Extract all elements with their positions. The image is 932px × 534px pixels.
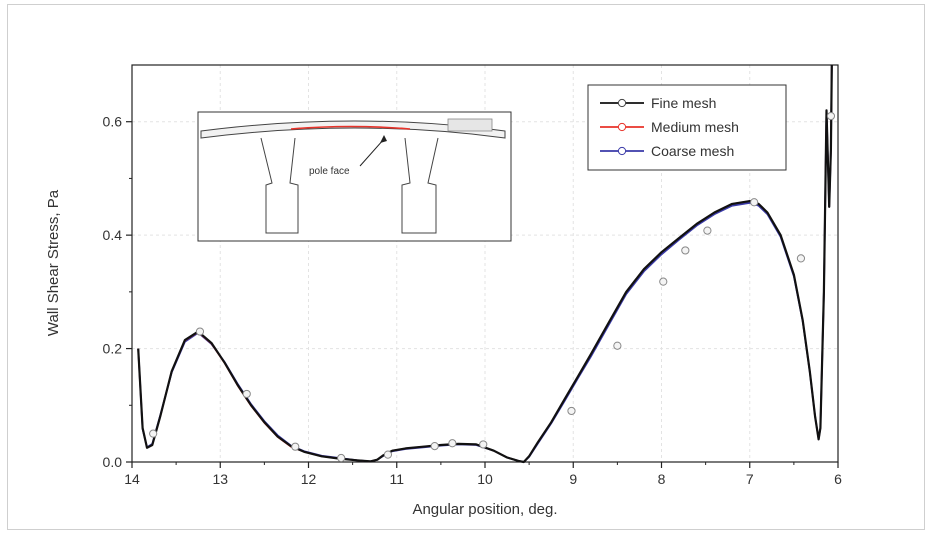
y-tick-label: 0.4 xyxy=(103,227,123,243)
data-marker xyxy=(613,341,622,350)
x-tick-labels: 14 13 12 11 10 9 8 7 6 xyxy=(124,471,842,487)
x-axis-title: Angular position, deg. xyxy=(412,501,557,518)
axis-ticks xyxy=(126,121,839,468)
data-marker xyxy=(479,440,488,449)
legend-label: Coarse mesh xyxy=(651,143,734,159)
y-tick-labels: 0.0 0.2 0.4 0.6 xyxy=(103,114,123,470)
data-marker xyxy=(337,453,346,463)
data-marker xyxy=(242,389,251,399)
figure-frame: 14 13 12 11 10 9 8 7 6 0.0 0.2 0.4 0.6 Angular posi… xyxy=(7,4,925,530)
series-line-fine-mesh xyxy=(137,64,833,464)
data-marker xyxy=(796,254,806,263)
legend-label: Fine mesh xyxy=(651,95,716,111)
inset-pointer-arrowhead xyxy=(380,135,387,143)
x-tick-label: 9 xyxy=(569,471,577,487)
y-tick-label: 0.2 xyxy=(103,341,123,357)
legend: Fine mesh Medium mesh Coarse mesh xyxy=(587,84,787,171)
inset-pole-face xyxy=(290,125,411,130)
series-lines xyxy=(137,64,833,464)
data-marker xyxy=(703,226,712,235)
inset-right-pole xyxy=(401,137,439,234)
x-tick-label: 6 xyxy=(834,471,842,487)
x-tick-label: 10 xyxy=(477,471,493,487)
series-markers xyxy=(149,111,836,463)
data-marker xyxy=(681,246,690,255)
wall-shear-stress-chart: 14 13 12 11 10 9 8 7 6 0.0 0.2 0.4 0.6 Angular posi… xyxy=(45,64,842,518)
y-tick-label: 0.6 xyxy=(103,114,123,130)
data-marker xyxy=(448,439,457,448)
x-tick-label: 11 xyxy=(389,471,404,487)
inset-schematic: pole face xyxy=(197,111,512,242)
y-tick-label: 0.0 xyxy=(103,454,123,470)
legend-swatch-marker xyxy=(617,146,627,156)
x-tick-label: 13 xyxy=(212,471,228,487)
legend-label: Medium mesh xyxy=(651,119,739,135)
data-marker xyxy=(149,429,158,438)
data-marker xyxy=(750,198,759,207)
data-marker xyxy=(826,111,836,121)
inset-frame xyxy=(197,111,512,242)
x-tick-label: 14 xyxy=(124,471,140,487)
inset-rotor-arc xyxy=(200,120,506,139)
data-marker xyxy=(430,442,439,451)
legend-swatch-marker xyxy=(617,122,627,132)
inset-detail-box xyxy=(447,118,493,132)
x-tick-label: 8 xyxy=(658,471,666,487)
y-axis-title: Wall Shear Stress, Pa xyxy=(45,189,62,336)
data-marker xyxy=(291,442,300,451)
inset-pointer-line xyxy=(359,138,385,167)
inset-left-pole xyxy=(260,137,299,234)
x-tick-label: 7 xyxy=(746,471,754,487)
legend-swatch-marker xyxy=(617,98,627,108)
inset-pole-face-label: pole face xyxy=(309,166,350,177)
data-marker xyxy=(383,450,393,459)
data-marker xyxy=(567,406,576,416)
data-marker xyxy=(659,277,668,286)
x-tick-label: 12 xyxy=(301,471,317,487)
data-marker xyxy=(195,327,205,336)
